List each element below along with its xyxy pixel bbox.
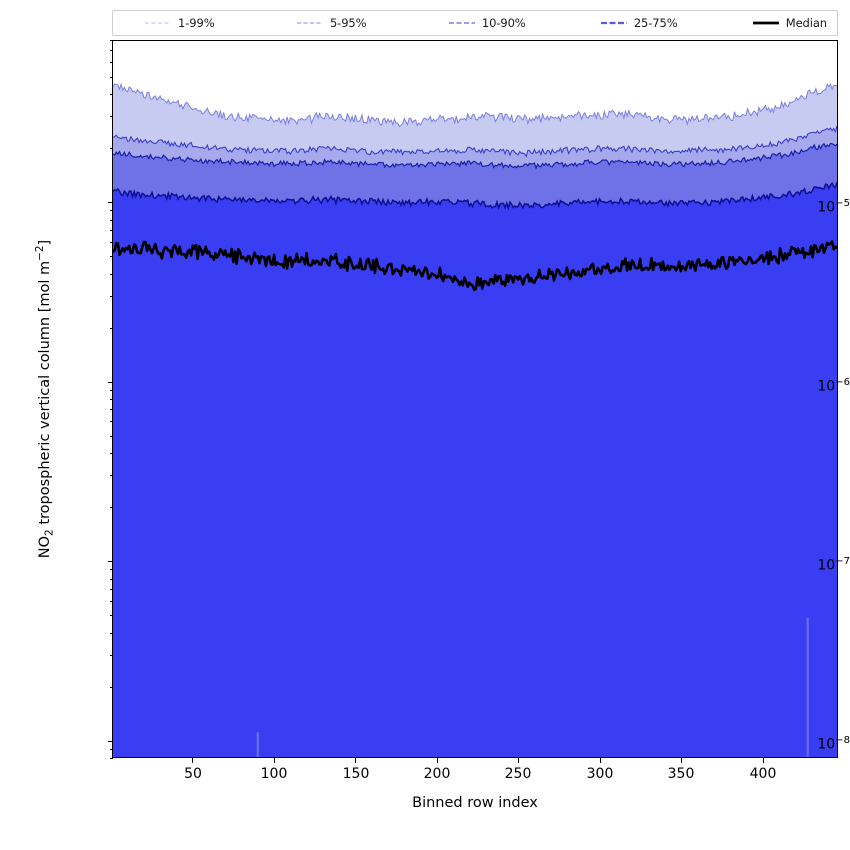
y-tick-minor — [110, 116, 113, 118]
y-tick-minor — [110, 600, 113, 602]
dashed-line-icon — [600, 21, 627, 25]
plot-area — [112, 40, 838, 758]
x-axis-label: Binned row index — [412, 795, 538, 811]
legend-entry-10-90: 10-90% — [448, 16, 601, 30]
legend-label-median: Median — [785, 16, 827, 30]
percentile-band-chart — [113, 82, 837, 757]
legend-label-10-90: 10-90% — [481, 16, 526, 30]
dashed-line-icon — [296, 22, 323, 24]
legend-entry-median: Median — [752, 16, 827, 30]
x-tick-major — [518, 758, 520, 763]
x-tick-major — [762, 758, 764, 763]
dashed-line-icon — [448, 22, 475, 24]
y-tick-minor — [110, 76, 113, 78]
y-tick-minor — [110, 148, 113, 150]
y-tick-minor — [110, 615, 113, 617]
y-tick-minor — [110, 475, 113, 477]
y-tick-major — [108, 561, 113, 563]
y-tick-label-1e-5: 10−5 — [817, 198, 850, 216]
y-tick-minor — [110, 229, 113, 231]
x-tick-label-350: 350 — [667, 766, 695, 782]
y-tick-minor — [110, 62, 113, 64]
x-tick-label-200: 200 — [423, 766, 451, 782]
y-tick-minor — [110, 241, 113, 243]
y-tick-minor — [110, 295, 113, 297]
y-tick-label-1e-7: 10−7 — [817, 556, 850, 574]
y-tick-minor — [110, 256, 113, 258]
x-tick-major — [681, 758, 683, 763]
y-tick-minor — [110, 507, 113, 509]
y-tick-minor — [110, 210, 113, 212]
y-tick-minor — [110, 588, 113, 590]
y-tick-minor — [110, 273, 113, 275]
y-tick-major — [108, 381, 113, 383]
band-25-75-edge — [113, 181, 837, 211]
y-tick-minor — [110, 421, 113, 423]
y-tick-major — [108, 202, 113, 204]
legend-label-25-75: 25-75% — [633, 16, 678, 30]
x-tick-major — [355, 758, 357, 763]
x-tick-major — [273, 758, 275, 763]
x-tick-label-400: 400 — [749, 766, 777, 782]
x-tick-label-100: 100 — [260, 766, 288, 782]
y-tick-label-1e-6: 10−6 — [817, 377, 850, 395]
y-tick-minor — [110, 40, 113, 41]
band-25-75-fill — [113, 182, 837, 757]
y-tick-minor — [110, 435, 113, 437]
y-tick-minor — [110, 686, 113, 688]
legend-entry-1-99: 1-99% — [123, 16, 297, 30]
x-tick-label-300: 300 — [586, 766, 614, 782]
y-tick-minor — [110, 94, 113, 96]
x-tick-label-50: 50 — [184, 766, 202, 782]
median-line — [113, 240, 837, 292]
y-tick-minor — [110, 654, 113, 656]
x-tick-major — [599, 758, 601, 763]
x-tick-label-150: 150 — [342, 766, 370, 782]
dashed-line-icon — [145, 22, 171, 24]
band-10-90-edge — [113, 142, 837, 170]
y-tick-minor — [110, 453, 113, 455]
y-tick-label-1e-8: 10−8 — [817, 735, 850, 753]
y-tick-minor — [110, 219, 113, 221]
y-tick-major — [108, 740, 113, 742]
y-tick-minor — [110, 409, 113, 411]
y-tick-minor — [110, 632, 113, 634]
y-tick-minor — [110, 327, 113, 329]
legend-entry-25-75: 25-75% — [600, 16, 753, 30]
legend-label-1-99: 1-99% — [178, 16, 215, 30]
legend-label-5-95: 5-95% — [329, 16, 367, 30]
y-tick-minor — [110, 389, 113, 391]
chart-legend: 1-99% 5-95% 10-90% 25-75% Median — [112, 10, 838, 36]
band-1-99-edge — [113, 82, 837, 128]
y-tick-minor — [110, 578, 113, 580]
y-tick-minor — [110, 569, 113, 571]
x-tick-major — [436, 758, 438, 763]
x-tick-label-250: 250 — [504, 766, 532, 782]
band-5-95-edge — [113, 125, 837, 158]
y-tick-minor — [110, 50, 113, 52]
x-tick-major — [191, 758, 193, 763]
legend-entry-5-95: 5-95% — [296, 16, 449, 30]
y-tick-minor — [110, 399, 113, 400]
y-tick-minor — [110, 758, 113, 759]
solid-line-icon — [752, 21, 779, 25]
y-axis-label: NO2 tropospheric vertical column [mol m−… — [34, 239, 56, 559]
y-tick-minor — [110, 748, 113, 750]
